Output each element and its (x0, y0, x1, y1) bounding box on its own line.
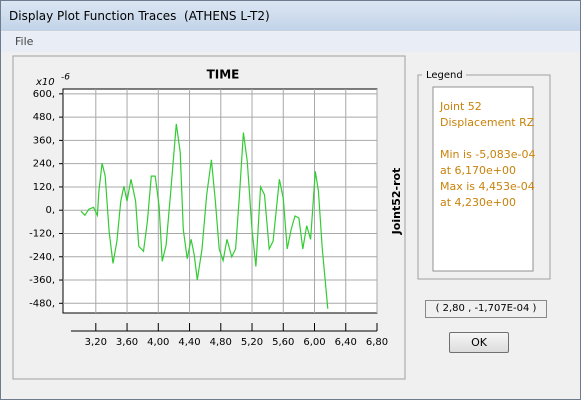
x-tick-label: 3,60 (116, 337, 138, 348)
x-tick-label: 6,00 (303, 337, 325, 348)
x-tick-label: 4,00 (147, 337, 169, 348)
y-tick-label: 0, (45, 205, 55, 216)
y-tick-label: 480, (33, 112, 55, 123)
legend-line: at 6,170e+00 (440, 164, 516, 177)
x-tick-label: 3,20 (85, 337, 107, 348)
y-tick-label: 600, (33, 89, 55, 100)
y-tick-label: 360, (33, 135, 55, 146)
legend-title: Legend (426, 70, 463, 81)
y-tick-label: -240, (29, 252, 55, 263)
x-tick-label: 4,40 (178, 337, 200, 348)
plot-area (62, 88, 378, 314)
y-tick-label: -480, (29, 298, 55, 309)
cursor-readout: ( 2,80 , -1,707E-04 ) (425, 300, 547, 318)
y-multiplier: x10 (35, 77, 55, 88)
legend-title-bg (422, 68, 466, 82)
y-axis-label: Joint52-rot (390, 168, 403, 236)
x-tick-label: 5,20 (241, 337, 263, 348)
menu-bar: File (1, 32, 580, 52)
window-title: Display Plot Function Traces (ATHENS L-T… (9, 9, 270, 23)
y-tick-label: 240, (33, 159, 55, 170)
chart-title: TIME (207, 68, 240, 82)
legend-line: Min is -5,083e-04 (440, 148, 536, 161)
legend-group (417, 74, 551, 280)
legend-line: Joint 52 (439, 100, 482, 113)
legend-line: Max is 4,453e-04 (440, 180, 535, 193)
ok-button[interactable]: OK (449, 332, 509, 353)
y-tick-label: 120, (33, 182, 55, 193)
y-tick-label: -120, (29, 228, 55, 239)
x-tick-label: 6,40 (335, 337, 357, 348)
x-tick-label: 4,80 (210, 337, 232, 348)
legend-line: Displacement RZ (440, 116, 535, 129)
x-tick-label: 5,60 (272, 337, 294, 348)
title-bar: Display Plot Function Traces (ATHENS L-T… (1, 1, 580, 31)
data-line (80, 123, 329, 309)
menu-file[interactable]: File (15, 35, 34, 48)
legend-line: at 4,230e+00 (440, 196, 516, 209)
legend-box (432, 86, 534, 272)
x-tick-label: 6,80 (366, 337, 388, 348)
y-exponent: -6 (61, 73, 70, 83)
y-tick-label: -360, (29, 275, 55, 286)
